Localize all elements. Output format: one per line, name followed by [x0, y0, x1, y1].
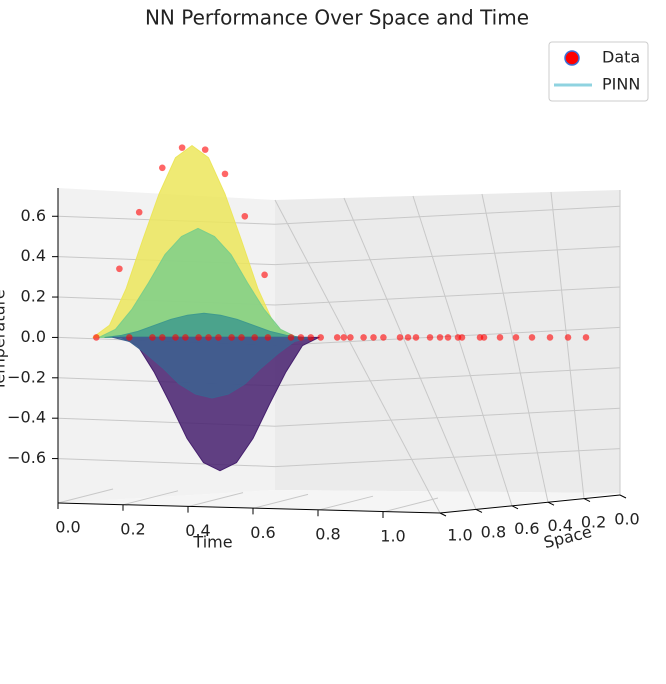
x-tick-label: 0.6	[250, 523, 275, 542]
data-point	[221, 170, 229, 178]
data-point	[172, 334, 179, 341]
x-tick-label: 0.4	[185, 521, 210, 540]
data-point	[396, 334, 404, 341]
legend-label: PINN	[602, 75, 640, 94]
x-tick-label: 0.8	[315, 525, 340, 544]
data-point	[264, 334, 272, 341]
data-point	[135, 208, 143, 216]
grid-line	[274, 199, 441, 514]
grid-line	[252, 493, 309, 509]
data-point	[317, 334, 325, 341]
data-point	[159, 334, 166, 341]
x-tick-label: 0.2	[120, 519, 145, 538]
grid-line	[57, 205, 621, 225]
y-tick-label: 0.0	[614, 510, 639, 529]
data-point	[360, 334, 367, 341]
data-point	[404, 334, 412, 341]
data-point	[93, 334, 100, 341]
data-point	[261, 271, 268, 279]
data-point	[201, 146, 209, 153]
grid-line	[382, 497, 439, 513]
data-point	[215, 334, 222, 341]
data-point	[116, 265, 123, 273]
x-tick-label: 1.0	[380, 527, 405, 546]
back-pane	[275, 190, 620, 493]
data-point	[528, 334, 536, 341]
data-point	[546, 334, 554, 341]
data-point	[251, 334, 258, 341]
z-tick-label: −0.2	[7, 367, 46, 386]
data-point	[412, 334, 420, 341]
data-point	[297, 334, 305, 341]
y-tick-label: 1.0	[447, 526, 472, 545]
y-tick	[619, 494, 627, 499]
grid-line	[57, 448, 621, 468]
data-point	[458, 334, 466, 341]
floor-pane	[58, 490, 620, 513]
chart-title: NN Performance Over Space and Time	[145, 6, 529, 30]
data-point	[238, 334, 245, 341]
z-tick-label: −0.6	[7, 448, 46, 467]
z-axis-label: Temperature	[0, 289, 9, 391]
data-point	[564, 334, 572, 341]
y-tick-label: 0.6	[514, 519, 539, 538]
z-tick-label: 0.0	[21, 327, 46, 346]
data-point	[149, 334, 156, 341]
data-point	[182, 334, 189, 341]
grid-line	[343, 197, 477, 510]
data-point	[496, 334, 504, 341]
data-point	[126, 334, 133, 341]
grid-line	[550, 191, 585, 499]
x-axis-label: Time	[192, 533, 232, 552]
grid-line	[187, 492, 244, 508]
data-point	[241, 212, 249, 220]
grid-line	[57, 246, 621, 266]
y-tick-label: 0.4	[547, 516, 572, 535]
y-tick	[475, 508, 483, 513]
grid-line	[481, 193, 549, 503]
legend-marker-data	[564, 50, 580, 66]
y-tick-label: 0.8	[481, 522, 506, 541]
y-tick	[583, 498, 591, 503]
data-point	[582, 334, 590, 341]
data-point	[380, 334, 387, 341]
z-tick-label: 0.6	[21, 206, 46, 225]
plot-area	[92, 144, 590, 472]
data-point	[480, 334, 488, 341]
grid-line	[412, 195, 513, 506]
data-point	[512, 334, 520, 341]
surface-slice	[98, 227, 298, 338]
grid-line	[317, 495, 374, 511]
grid-line	[57, 488, 114, 504]
data-point	[347, 334, 354, 341]
data-point	[195, 334, 202, 341]
data-point	[436, 334, 444, 341]
legend-label: Data	[602, 48, 640, 67]
data-point	[340, 334, 348, 341]
data-point	[370, 334, 377, 341]
x-axis	[57, 502, 441, 514]
data-point	[307, 334, 315, 341]
z-tick-label: 0.4	[21, 246, 46, 265]
grid-line	[57, 407, 621, 427]
grid-line	[122, 490, 179, 506]
data-point	[333, 334, 341, 341]
y-tick	[439, 512, 447, 517]
y-tick	[511, 505, 519, 510]
data-point	[287, 334, 295, 341]
data-point	[178, 144, 186, 151]
y-axis	[439, 494, 621, 514]
y-tick	[547, 501, 555, 506]
data-point	[444, 334, 452, 341]
z-tick-label: 0.2	[21, 287, 46, 306]
data-point	[159, 164, 166, 172]
x-tick-label: 0.0	[55, 518, 80, 537]
data-point	[426, 334, 434, 341]
y-tick-label: 0.2	[581, 513, 606, 532]
data-point	[205, 334, 212, 341]
z-tick-label: −0.4	[7, 408, 46, 427]
surface-slice	[104, 312, 304, 338]
data-point	[228, 334, 235, 341]
